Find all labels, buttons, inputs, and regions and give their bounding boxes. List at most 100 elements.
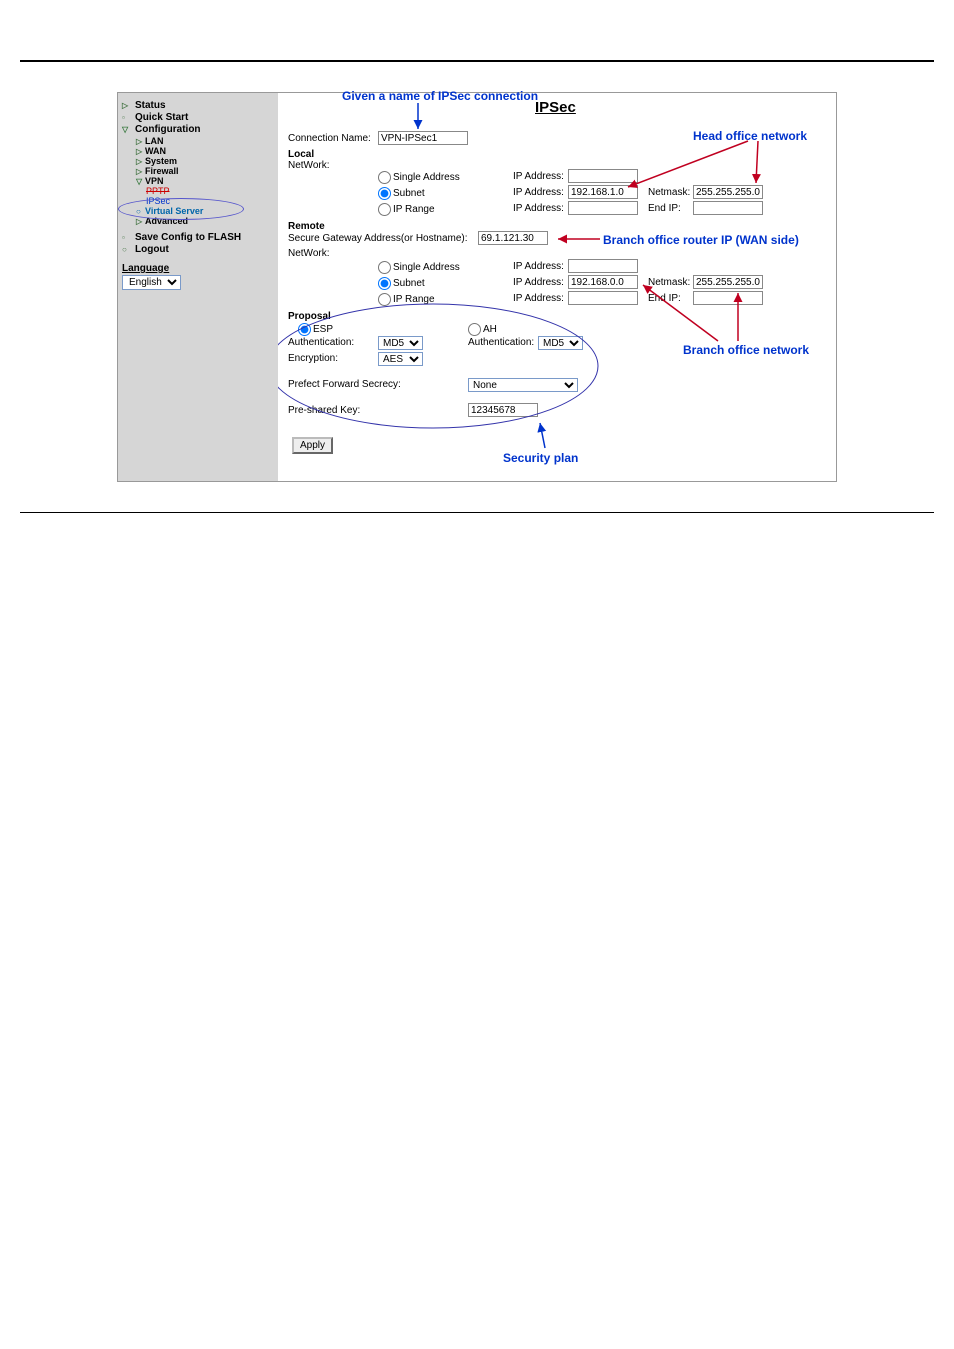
sidebar-item-ipsec[interactable]: IPSec: [146, 196, 274, 206]
secure-gateway-label: Secure Gateway Address(or Hostname):: [288, 233, 468, 244]
pfs-select[interactable]: None: [468, 378, 578, 392]
triangle-icon: ▷: [136, 217, 145, 226]
radio-label: Subnet: [393, 278, 425, 289]
annot-branch-router: Branch office router IP (WAN side): [603, 233, 799, 247]
ah-radio[interactable]: AH: [468, 323, 497, 336]
sidebar-item-status[interactable]: ▷ Status: [122, 100, 274, 111]
ip-address-label: IP Address:: [513, 203, 564, 214]
sidebar-label: System: [145, 156, 177, 166]
auth-ah-select[interactable]: MD5: [538, 336, 583, 350]
local-subnet-radio[interactable]: Subnet: [378, 187, 425, 200]
pfs-label: Prefect Forward Secrecy:: [288, 379, 401, 390]
local-label: Local: [288, 149, 314, 160]
remote-range-ip-input[interactable]: [568, 291, 638, 305]
proposal-label: Proposal: [288, 311, 331, 322]
psk-input[interactable]: [468, 403, 538, 417]
radio-label: Single Address: [393, 172, 460, 183]
sidebar-item-saveconfig[interactable]: ▫Save Config to FLASH: [122, 232, 274, 243]
triangle-open-icon: ▽: [122, 125, 131, 134]
remote-single-ip-input[interactable]: [568, 259, 638, 273]
ip-address-label: IP Address:: [513, 293, 564, 304]
sidebar-label: Status: [135, 100, 166, 111]
sidebar-item-configuration[interactable]: ▽ Configuration: [122, 124, 274, 135]
sidebar-label: LAN: [145, 136, 164, 146]
remote-label: Remote: [288, 221, 325, 232]
language-label: Language: [122, 263, 274, 274]
square-icon: ▫: [122, 233, 131, 242]
local-network-label: NetWork:: [288, 160, 330, 171]
auth-esp-select[interactable]: MD5: [378, 336, 423, 350]
triangle-icon: ▷: [136, 157, 145, 166]
annot-branch-network: Branch office network: [683, 343, 809, 357]
sidebar-item-virtualserver[interactable]: ○Virtual Server: [136, 206, 274, 216]
sidebar-label: VPN: [145, 176, 164, 186]
triangle-icon: ▷: [122, 101, 131, 110]
sidebar-item-firewall[interactable]: ▷Firewall: [136, 166, 274, 176]
remote-network-label: NetWork:: [288, 248, 330, 259]
ip-address-label: IP Address:: [513, 277, 564, 288]
netmask-label: Netmask:: [648, 187, 690, 198]
page-title: IPSec: [535, 99, 576, 116]
encryption-label: Encryption:: [288, 353, 338, 364]
annot-given-name: Given a name of IPSec connection: [342, 89, 538, 103]
sidebar-label: Quick Start: [135, 112, 188, 123]
sidebar-label: WAN: [145, 146, 166, 156]
end-ip-label: End IP:: [648, 203, 681, 214]
language-block: Language English: [122, 263, 274, 290]
encryption-select[interactable]: AES: [378, 352, 423, 366]
secure-gateway-input[interactable]: [478, 231, 548, 245]
sidebar-label: Configuration: [135, 124, 201, 135]
triangle-open-icon: ▽: [136, 177, 145, 186]
sidebar-item-lan[interactable]: ▷LAN: [136, 136, 274, 146]
end-ip-label: End IP:: [648, 293, 681, 304]
auth-ah-label: Authentication:: [468, 337, 534, 348]
sidebar-label: Advanced: [145, 216, 188, 226]
triangle-icon: ▷: [136, 167, 145, 176]
sidebar-item-quickstart[interactable]: ▫ Quick Start: [122, 112, 274, 123]
local-end-ip-input[interactable]: [693, 201, 763, 215]
square-icon: ▫: [122, 113, 131, 122]
radio-label: Subnet: [393, 188, 425, 199]
bottom-rule: [20, 512, 934, 513]
sidebar-label: Firewall: [145, 166, 179, 176]
local-single-ip-input[interactable]: [568, 169, 638, 183]
remote-end-ip-input[interactable]: [693, 291, 763, 305]
netmask-label: Netmask:: [648, 277, 690, 288]
circle-icon: ○: [136, 207, 145, 216]
top-rule: [20, 60, 934, 62]
remote-single-address-radio[interactable]: Single Address: [378, 261, 460, 274]
sidebar-item-system[interactable]: ▷System: [136, 156, 274, 166]
remote-netmask-input[interactable]: [693, 275, 763, 289]
remote-subnet-ip-input[interactable]: [568, 275, 638, 289]
local-range-ip-input[interactable]: [568, 201, 638, 215]
auth-esp-label: Authentication:: [288, 337, 354, 348]
remote-subnet-radio[interactable]: Subnet: [378, 277, 425, 290]
radio-label: AH: [483, 324, 497, 335]
triangle-icon: ▷: [136, 137, 145, 146]
connection-name-input[interactable]: [378, 131, 468, 145]
connection-name-label: Connection Name:: [288, 133, 371, 144]
sidebar-item-pptp[interactable]: PPTP: [146, 186, 274, 196]
esp-radio[interactable]: ESP: [298, 323, 333, 336]
local-subnet-ip-input[interactable]: [568, 185, 638, 199]
ip-address-label: IP Address:: [513, 171, 564, 182]
ip-address-label: IP Address:: [513, 261, 564, 272]
local-iprange-radio[interactable]: IP Range: [378, 203, 435, 216]
radio-label: ESP: [313, 324, 333, 335]
sidebar-item-wan[interactable]: ▷WAN: [136, 146, 274, 156]
language-select[interactable]: English: [122, 275, 181, 290]
ip-address-label: IP Address:: [513, 187, 564, 198]
sidebar-item-vpn[interactable]: ▽VPN: [136, 176, 274, 186]
sidebar-item-logout[interactable]: ○Logout: [122, 244, 274, 255]
local-netmask-input[interactable]: [693, 185, 763, 199]
local-single-address-radio[interactable]: Single Address: [378, 171, 460, 184]
router-config-screenshot: ▷Status ▫Quick Start ▽Configuration ▷LAN…: [117, 92, 837, 482]
sidebar-item-advanced[interactable]: ▷Advanced: [136, 216, 274, 226]
apply-button[interactable]: Apply: [292, 437, 333, 454]
triangle-icon: ▷: [136, 147, 145, 156]
sidebar: ▷Status ▫Quick Start ▽Configuration ▷LAN…: [118, 93, 278, 481]
annot-head-office: Head office network: [693, 129, 807, 143]
annot-security-plan: Security plan: [503, 451, 578, 465]
remote-iprange-radio[interactable]: IP Range: [378, 293, 435, 306]
sidebar-label: Virtual Server: [145, 206, 203, 216]
